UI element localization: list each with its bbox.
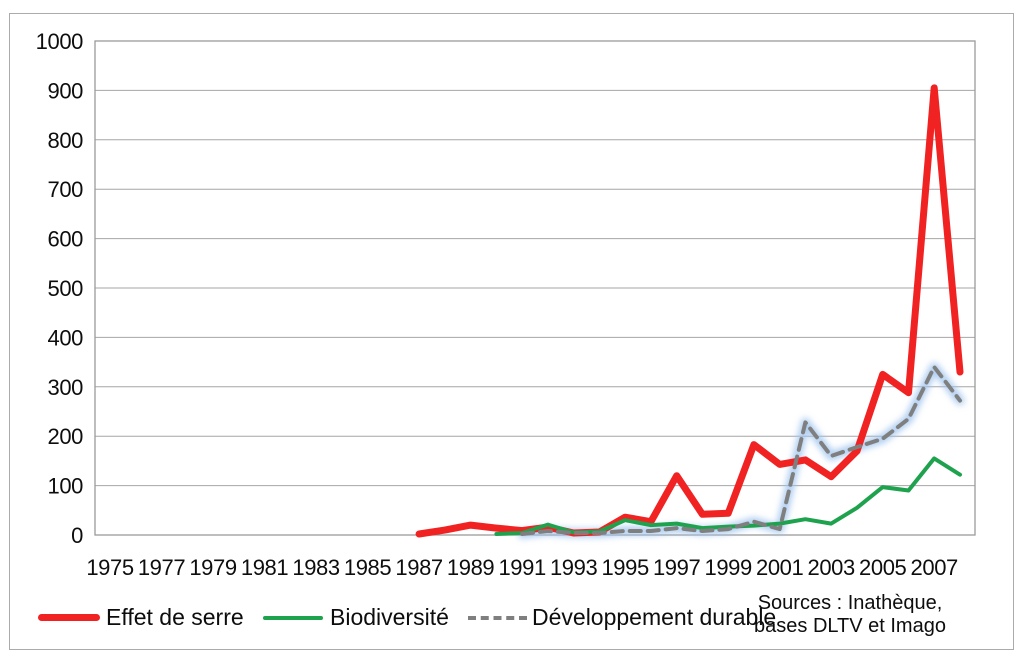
x-tick-label-1995: 1995 — [601, 555, 649, 580]
series-layer — [415, 84, 965, 539]
y-tick-label-1000: 1000 — [36, 29, 84, 54]
x-tick-label-1987: 1987 — [395, 555, 443, 580]
x-tick-label-1983: 1983 — [292, 555, 340, 580]
x-tick-label-1999: 1999 — [704, 555, 752, 580]
x-tick-label-2007: 2007 — [911, 555, 959, 580]
y-tick-label-600: 600 — [47, 227, 83, 252]
legend-label-biodiversite: Biodiversité — [330, 604, 449, 630]
series-line-effet-de-serre — [415, 84, 964, 538]
x-tick-label-1993: 1993 — [550, 555, 598, 580]
x-tick-label-1975: 1975 — [86, 555, 134, 580]
legend-label-developpement-durable: Développement durable — [532, 604, 777, 630]
chart-frame — [9, 13, 1014, 650]
legend-swatch-biodiversite — [263, 616, 323, 620]
series-glow-developpement-durable — [517, 362, 965, 539]
source-note: Sources : Inathèque, bases DLTV et Imago — [752, 592, 948, 638]
x-tick-label-2001: 2001 — [756, 555, 804, 580]
legend-swatch-developpement-durable — [468, 616, 527, 620]
y-tick-label-400: 400 — [47, 325, 83, 350]
y-tick-label-900: 900 — [47, 78, 83, 103]
y-tick-label-200: 200 — [47, 424, 83, 449]
x-tick-label-1981: 1981 — [241, 555, 289, 580]
y-tick-label-0: 0 — [71, 523, 83, 548]
x-tick-label-1997: 1997 — [653, 555, 701, 580]
y-tick-label-300: 300 — [47, 375, 83, 400]
axis-labels-layer: 0 100 200 300 400 500 600 700 800 900 1000 1975 1977… — [36, 29, 959, 580]
y-tick-label-800: 800 — [47, 128, 83, 153]
x-tick-label-1977: 1977 — [138, 555, 186, 580]
y-tick-label-700: 700 — [47, 177, 83, 202]
x-tick-label-1991: 1991 — [498, 555, 546, 580]
source-note-line1: Sources : Inathèque, — [757, 592, 943, 614]
legend-label-effet-de-serre: Effet de serre — [106, 604, 244, 630]
series-line-biodiversite — [494, 456, 962, 536]
x-tick-label-2005: 2005 — [859, 555, 907, 580]
y-tick-label-100: 100 — [47, 474, 83, 499]
x-tick-label-1989: 1989 — [447, 555, 495, 580]
y-tick-label-500: 500 — [47, 276, 83, 301]
source-note-line2: bases DLTV et Imago — [754, 615, 946, 637]
x-tick-label-1979: 1979 — [189, 555, 237, 580]
x-tick-label-2003: 2003 — [808, 555, 856, 580]
legend-swatch-effet-de-serre — [38, 614, 100, 621]
series-line-developpement-durable — [520, 365, 962, 536]
x-tick-label-1985: 1985 — [344, 555, 392, 580]
